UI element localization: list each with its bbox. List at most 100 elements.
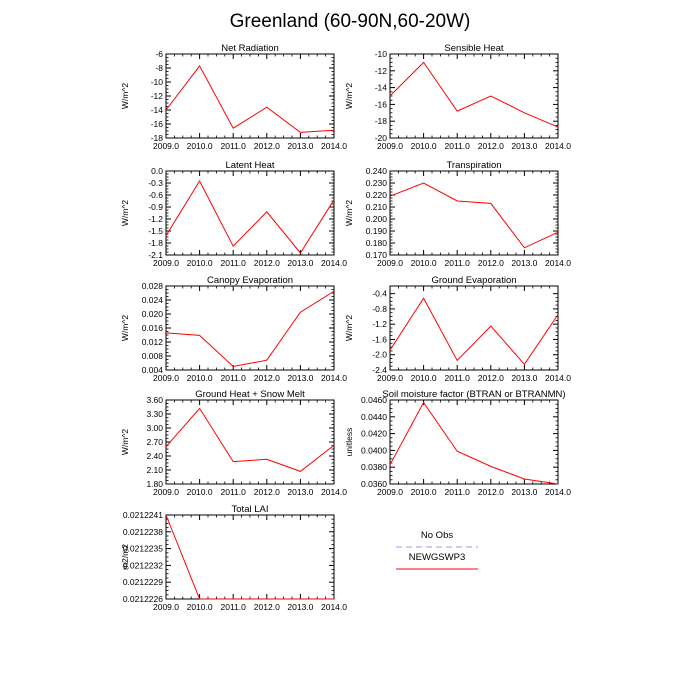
y-tick-label: -0.9 <box>148 202 163 212</box>
y-tick-label: -16 <box>375 99 388 109</box>
x-tick-label: 2011.0 <box>445 373 471 383</box>
y-tick-label: 0.0380 <box>361 462 387 472</box>
plot-frame <box>389 53 559 139</box>
x-tick-label: 2013.0 <box>511 141 537 151</box>
x-tick-label: 2012.0 <box>478 258 504 268</box>
y-axis-label: W/m^2 <box>344 83 354 109</box>
y-axis-label: W/m^2 <box>120 200 130 226</box>
y-axis-label: m2/m2 <box>120 544 130 570</box>
x-tick-label: 2010.0 <box>411 487 437 497</box>
series-line-newgswp3 <box>165 407 335 472</box>
x-tick-label: 2011.0 <box>445 487 471 497</box>
x-tick-label: 2011.0 <box>221 141 247 151</box>
x-tick-label: 2009.0 <box>153 373 179 383</box>
y-tick-label: 0.012 <box>142 337 164 347</box>
plot-frame <box>389 285 559 371</box>
plot-frame <box>165 53 335 139</box>
x-tick-label: 2011.0 <box>221 373 247 383</box>
x-tick-label: 2012.0 <box>254 487 280 497</box>
y-tick-label: 0.0400 <box>361 445 387 455</box>
x-tick-label: 2011.0 <box>445 141 471 151</box>
legend: No Obs NEWGSWP3 <box>396 530 478 570</box>
x-tick-label: 2014.0 <box>321 141 347 151</box>
panel-title: Latent Heat <box>225 160 274 171</box>
y-tick-label: 0.0460 <box>361 395 387 405</box>
y-tick-label: -14 <box>151 105 164 115</box>
y-tick-label: 0.0440 <box>361 412 387 422</box>
series-line-newgswp3 <box>165 290 335 368</box>
legend-label-no-obs: No Obs <box>421 530 453 541</box>
x-tick-label: 2011.0 <box>221 602 247 612</box>
series-line-newgswp3 <box>389 61 559 128</box>
y-tick-label: 0.0212235 <box>123 544 163 554</box>
panel-title: Soil moisture factor (BTRAN or BTRANMN) <box>382 389 565 400</box>
panel-net-radiation: Net Radiation W/m^2 -6 -8 -10 -12 -14 -16 -18200… <box>120 43 347 151</box>
figure-title: Greenland (60-90N,60-20W) <box>230 11 471 32</box>
y-tick-label: 0.0212229 <box>123 577 163 587</box>
y-tick-label: -10 <box>151 77 164 87</box>
series-line-newgswp3 <box>389 401 559 485</box>
panel-ground-heat-snow-melt: Ground Heat + Snow Melt W/m^2 3.60 3.30 3.00… <box>120 389 347 497</box>
y-tick-label: 0.240 <box>366 166 388 176</box>
y-tick-label: 0.0 <box>151 166 163 176</box>
y-tick-label: -20 <box>375 133 388 143</box>
x-tick-label: 2010.0 <box>411 373 437 383</box>
y-tick-label: 0.0212241 <box>123 510 163 520</box>
x-tick-label: 2012.0 <box>254 602 280 612</box>
y-tick-label: -16 <box>151 119 164 129</box>
x-tick-label: 2009.0 <box>377 141 403 151</box>
x-tick-label: 2013.0 <box>287 373 313 383</box>
x-tick-label: 2014.0 <box>545 141 571 151</box>
y-tick-label: 3.30 <box>146 409 163 419</box>
x-tick-label: 2009.0 <box>153 602 179 612</box>
y-tick-label: -18 <box>151 133 164 143</box>
panel-title: Ground Heat + Snow Melt <box>195 389 305 400</box>
series-line-newgswp3 <box>165 514 334 600</box>
y-axis-label: W/m^2 <box>344 200 354 226</box>
y-tick-label: 0.220 <box>366 190 388 200</box>
y-tick-label: -1.2 <box>148 214 163 224</box>
series-line-newgswp3 <box>389 297 559 366</box>
panel-title: Canopy Evaporation <box>207 275 293 286</box>
y-axis-label: W/m^2 <box>120 83 130 109</box>
y-tick-label: -1.5 <box>148 226 163 236</box>
x-tick-label: 2014.0 <box>321 602 347 612</box>
legend-label-newgswp3: NEWGSWP3 <box>409 552 465 563</box>
y-tick-label: 2.10 <box>146 465 163 475</box>
panel-transpiration: Transpiration W/m^2 0.240 0.230 0.220 0.210 0.… <box>344 160 571 268</box>
x-tick-label: 2013.0 <box>511 487 537 497</box>
panel-title: Net Radiation <box>221 43 279 54</box>
x-tick-label: 2011.0 <box>221 487 247 497</box>
y-tick-label: 0.200 <box>366 214 388 224</box>
panel-total-lai: Total LAI m2/m2 0.0212241 0.0212238 0.021223… <box>120 504 347 612</box>
y-tick-label: -6 <box>155 49 163 59</box>
y-tick-label: -2.1 <box>148 250 163 260</box>
y-tick-label: -12 <box>375 66 388 76</box>
x-tick-label: 2014.0 <box>321 373 347 383</box>
y-tick-label: -2.0 <box>372 350 387 360</box>
y-tick-label: 3.60 <box>146 395 163 405</box>
x-tick-label: 2013.0 <box>287 141 313 151</box>
y-tick-label: -18 <box>375 116 388 126</box>
panel-title: Ground Evaporation <box>431 275 516 286</box>
plot-frame <box>389 399 559 485</box>
y-tick-label: -12 <box>151 91 164 101</box>
y-tick-label: -1.6 <box>372 334 387 344</box>
plot-frame <box>165 170 335 256</box>
y-tick-label: -0.4 <box>372 289 387 299</box>
x-tick-label: 2014.0 <box>545 258 571 268</box>
x-tick-label: 2013.0 <box>511 373 537 383</box>
y-tick-label: -0.6 <box>148 190 163 200</box>
y-tick-label: 2.70 <box>146 437 163 447</box>
x-tick-label: 2013.0 <box>287 258 313 268</box>
x-tick-label: 2009.0 <box>377 487 403 497</box>
y-tick-label: 0.0212232 <box>123 560 163 570</box>
y-tick-label: 0.008 <box>142 351 164 361</box>
x-tick-label: 2011.0 <box>445 258 471 268</box>
panel-title: Sensible Heat <box>444 43 504 54</box>
x-tick-label: 2010.0 <box>187 141 213 151</box>
x-tick-label: 2009.0 <box>153 487 179 497</box>
x-tick-label: 2010.0 <box>187 258 213 268</box>
x-tick-label: 2014.0 <box>321 487 347 497</box>
x-tick-label: 2013.0 <box>511 258 537 268</box>
